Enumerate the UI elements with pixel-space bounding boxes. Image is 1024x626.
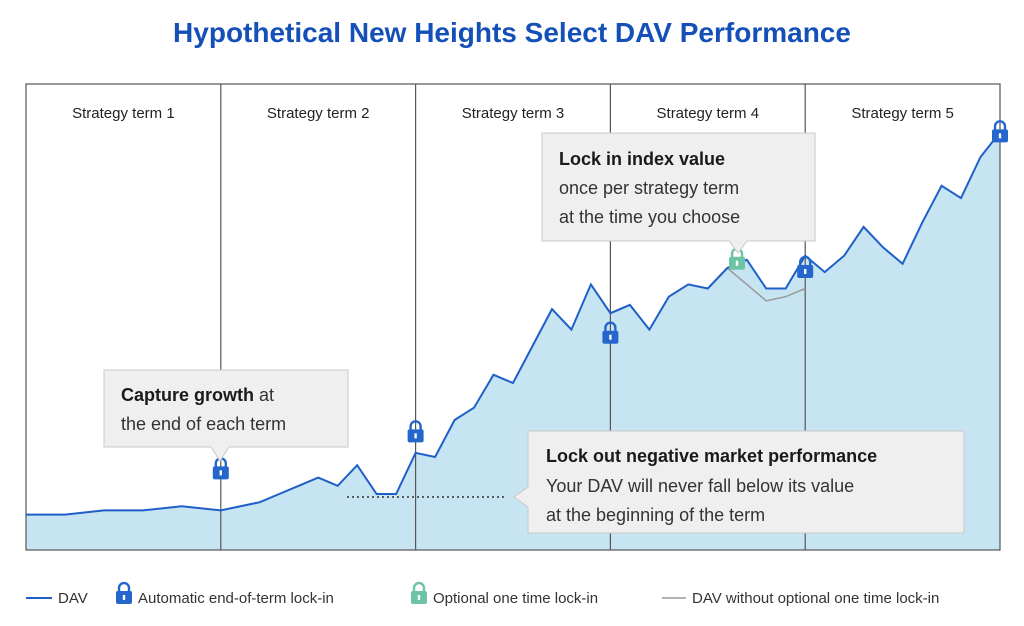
legend-label: Automatic end-of-term lock-in bbox=[138, 590, 334, 607]
term-label: Strategy term 5 bbox=[851, 105, 954, 122]
callout-lock-out-negative: Lock out negative market performance You… bbox=[513, 430, 965, 534]
auto-lock-icon bbox=[602, 321, 619, 344]
lock-icon bbox=[411, 581, 427, 604]
lock-icon bbox=[116, 581, 132, 604]
callout-line: the end of each term bbox=[121, 414, 286, 434]
legend-optional-lock-icon bbox=[411, 581, 427, 604]
term-label: Strategy term 1 bbox=[72, 105, 175, 122]
term-label: Strategy term 3 bbox=[462, 105, 565, 122]
callout-heading-suffix: at bbox=[254, 385, 274, 405]
dav-without-optional-lock-line bbox=[726, 267, 806, 302]
legend: DAV Automatic end-of-term lock-in Option… bbox=[26, 581, 939, 607]
auto-lock-icon bbox=[407, 420, 424, 443]
callout-line: at the time you choose bbox=[559, 207, 740, 227]
term-labels: Strategy term 1 Strategy term 2 Strategy t… bbox=[72, 105, 954, 122]
callout-line: at the beginning of the term bbox=[546, 505, 765, 525]
legend-item-alt-line: DAV without optional one time lock-in bbox=[662, 590, 939, 607]
callout-box bbox=[103, 369, 349, 462]
callout-box bbox=[513, 430, 965, 534]
callout-box bbox=[541, 132, 816, 254]
callout-heading: Lock in index value bbox=[559, 149, 725, 169]
callout-heading: Lock out negative market performance bbox=[546, 446, 877, 466]
term-label: Strategy term 4 bbox=[657, 105, 760, 122]
auto-lock-markers bbox=[212, 120, 1008, 480]
callout-line: once per strategy term bbox=[559, 178, 739, 198]
auto-lock-icon bbox=[992, 120, 1008, 143]
callout-line: Your DAV will never fall below its value bbox=[546, 476, 854, 496]
term-label: Strategy term 2 bbox=[267, 105, 370, 122]
legend-item-optional-lock: Optional one time lock-in bbox=[411, 581, 598, 607]
plot-frame bbox=[25, 83, 1001, 551]
legend-label: DAV without optional one time lock-in bbox=[692, 590, 939, 607]
callout-heading: Capture growth bbox=[121, 385, 254, 405]
chart-title: Hypothetical New Heights Select DAV Perf… bbox=[173, 17, 851, 48]
legend-label: DAV bbox=[58, 590, 88, 607]
dav-line bbox=[26, 131, 1001, 516]
callout-capture-growth: Capture growth at the end of each term bbox=[103, 369, 349, 462]
callout-lock-in-index-value: Lock in index value once per strategy te… bbox=[541, 132, 816, 254]
legend-item-auto-lock: Automatic end-of-term lock-in bbox=[116, 581, 334, 607]
auto-lock-icon bbox=[797, 255, 814, 278]
legend-label: Optional one time lock-in bbox=[433, 590, 598, 607]
svg-text:Capture growth at: Capture growth at bbox=[121, 385, 274, 405]
legend-auto-lock-icon bbox=[116, 581, 132, 604]
legend-item-dav: DAV bbox=[26, 590, 88, 607]
